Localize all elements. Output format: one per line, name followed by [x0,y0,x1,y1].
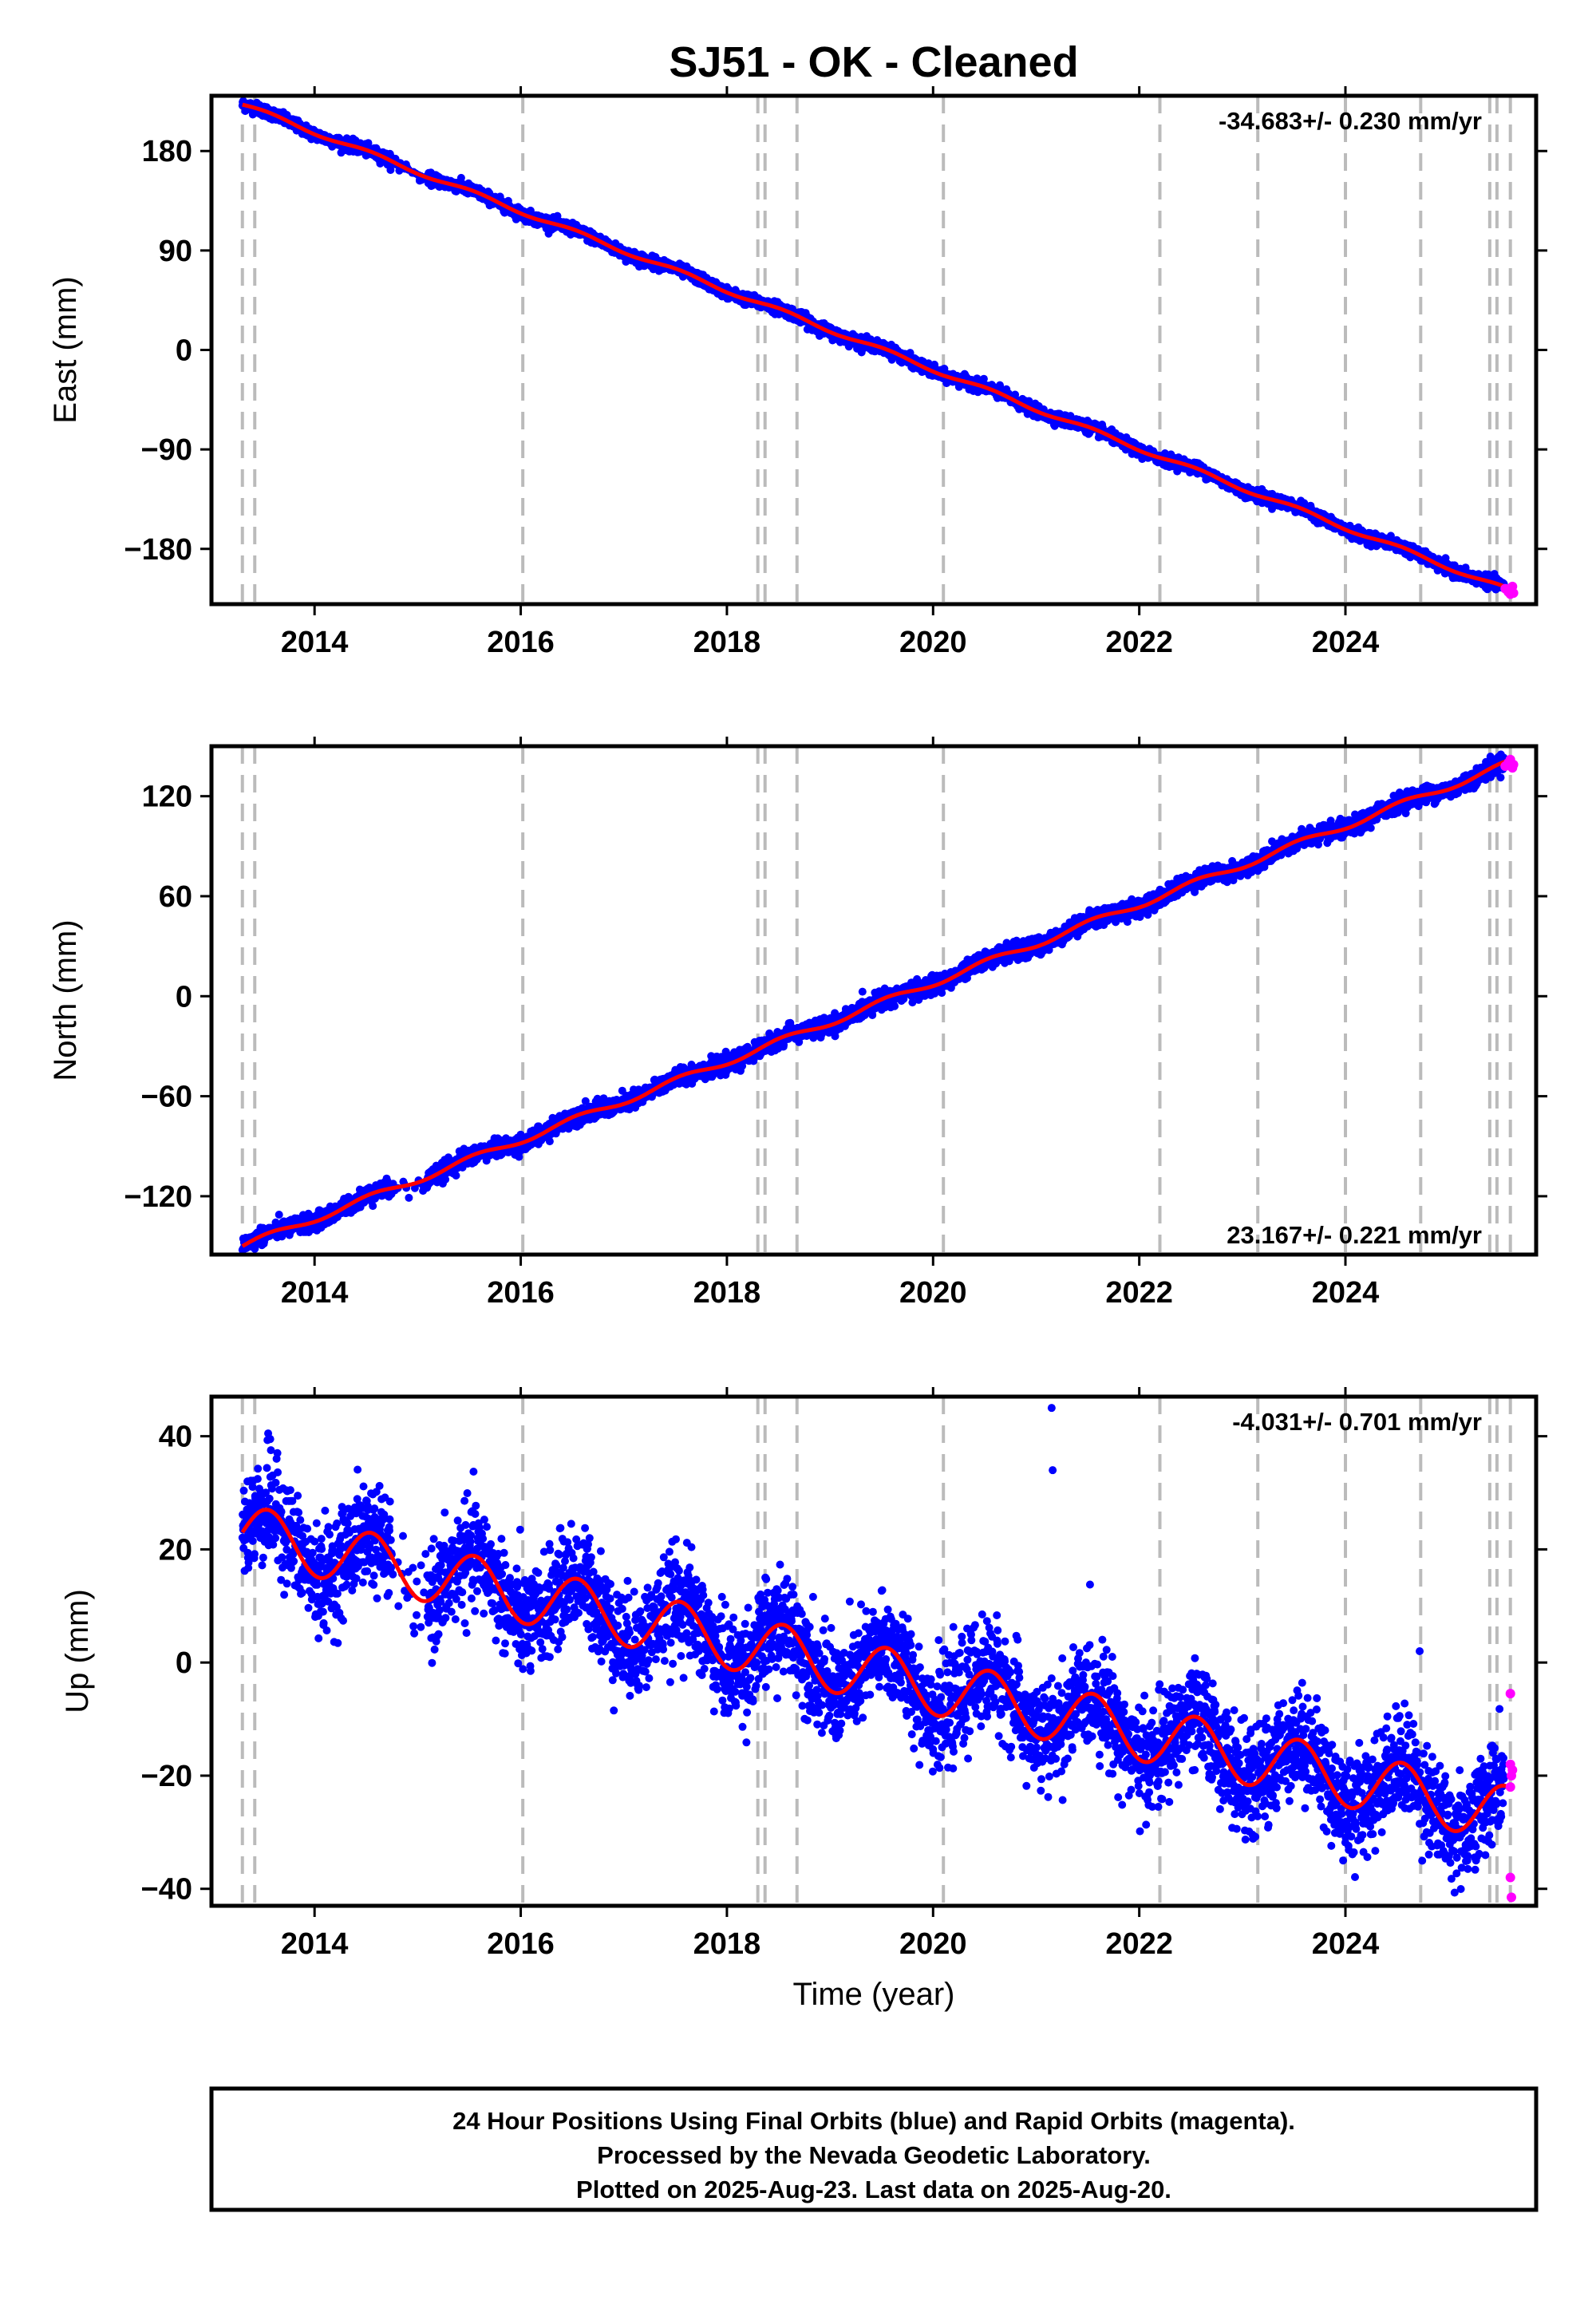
x-tick-label: 2018 [693,626,761,659]
final-orbit-point [369,1202,377,1211]
velocity-annotation: -34.683+/- 0.230 mm/yr [1219,107,1482,135]
final-orbit-point [405,1193,413,1202]
y-tick-label: 90 [159,235,192,268]
rapid-orbit-point [1508,588,1519,599]
x-tick-label: 2020 [899,626,967,659]
chart-title: SJ51 - OK - Cleaned [669,38,1078,86]
final-orbit-point [456,173,465,182]
x-tick-label: 2014 [281,626,349,659]
x-tick-label: 2024 [1312,626,1380,659]
final-orbit-point [275,1211,283,1219]
y-tick-label: −90 [141,433,192,467]
x-tick-label: 2016 [487,626,555,659]
east-panel: 180 90 0 −90 −180 2014 2016 2018 2020 2022 2024 Eas… [48,86,1547,659]
y-tick-label: 0 [176,334,192,368]
x-tick-label: 2022 [1105,626,1173,659]
y-axis-label: East (mm) [48,276,83,423]
y-tick-label: 180 [142,135,192,168]
y-tick-label: −180 [124,533,192,567]
